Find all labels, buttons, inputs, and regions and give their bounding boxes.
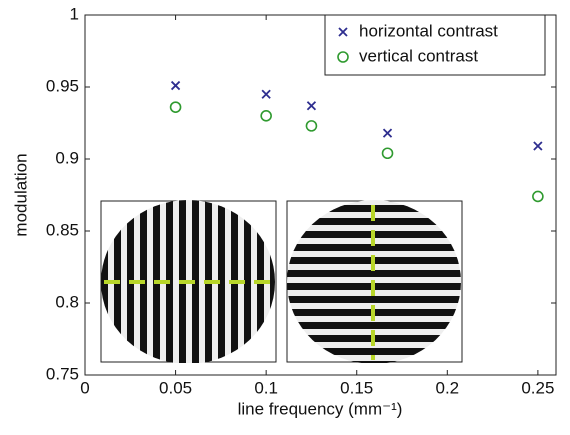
x-tick-label: 0.15	[340, 378, 373, 397]
point	[261, 89, 271, 99]
legend-marker	[338, 27, 348, 37]
point	[533, 141, 543, 151]
legend-label: horizontal contrast	[359, 21, 498, 40]
point	[381, 147, 394, 160]
y-tick-label: 0.8	[55, 292, 79, 311]
y-tick-label: 1	[70, 4, 79, 23]
point	[305, 120, 318, 132]
point	[532, 190, 544, 203]
x-tick-label: 0	[80, 378, 89, 397]
point	[169, 101, 182, 113]
y-tick-label: 0.85	[46, 220, 79, 239]
x-tick-label: 0.2	[435, 378, 459, 397]
y-tick-label: 0.9	[55, 148, 79, 167]
y-axis-label: modulation	[11, 153, 30, 236]
x-tick-label: 0.1	[254, 378, 278, 397]
inset-horizontal-stripes	[286, 200, 463, 363]
legend-label: vertical contrast	[359, 46, 478, 65]
legend-marker	[337, 51, 349, 63]
y-tick-label: 0.75	[46, 364, 79, 383]
inset-vertical-stripes	[100, 200, 277, 363]
x-tick-label: 0.25	[521, 378, 554, 397]
legend-box	[324, 14, 546, 76]
x-tick-label: 0.05	[159, 378, 192, 397]
point	[382, 128, 393, 138]
x-axis-label: line frequency (mm⁻¹)	[238, 399, 403, 418]
point	[260, 110, 272, 122]
point	[306, 101, 317, 111]
y-tick-label: 0.95	[46, 76, 79, 95]
plot-frame	[84, 14, 557, 376]
point	[170, 80, 181, 91]
